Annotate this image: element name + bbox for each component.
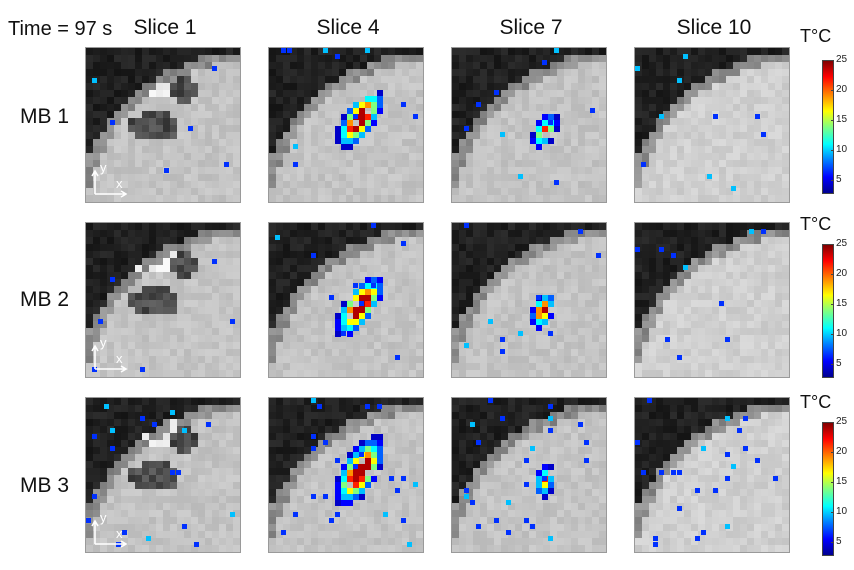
colorbar-tick-mark bbox=[831, 274, 834, 275]
mri-image bbox=[269, 48, 423, 202]
column-header-slice-4: Slice 4 bbox=[316, 16, 380, 39]
colorbar-title: T°C bbox=[800, 214, 832, 234]
colorbar-tick-label: 10 bbox=[836, 328, 848, 339]
mri-image bbox=[452, 48, 606, 202]
colorbar-tick-label: 20 bbox=[836, 446, 848, 457]
colorbar-tick-mark bbox=[831, 512, 834, 513]
row-label-mb1: MB 1 bbox=[20, 105, 70, 128]
axis-x-label: x bbox=[116, 351, 123, 366]
axis-y-label: y bbox=[100, 335, 107, 350]
colorbar-tick-mark bbox=[831, 364, 834, 365]
mri-tile-r3-c4 bbox=[634, 397, 790, 553]
mri-image bbox=[452, 398, 606, 552]
colorbar bbox=[822, 422, 834, 556]
mri-image bbox=[635, 48, 789, 202]
column-header-slice-10: Slice 10 bbox=[676, 16, 752, 39]
colorbar-tick-mark bbox=[831, 482, 834, 483]
colorbar-tick-label: 5 bbox=[836, 536, 842, 547]
colorbar-title: T°C bbox=[800, 26, 832, 46]
colorbar-tick-label: 15 bbox=[836, 298, 848, 309]
row-label-mb2: MB 2 bbox=[20, 288, 70, 311]
colorbar-tick-label: 5 bbox=[836, 174, 842, 185]
axis-x-label: x bbox=[116, 176, 123, 191]
mri-tile-r3-c3 bbox=[451, 397, 607, 553]
colorbar-tick-label: 25 bbox=[836, 54, 848, 65]
mri-tile-r1-c3 bbox=[451, 47, 607, 203]
colorbar-tick-mark bbox=[831, 120, 834, 121]
colorbar-tick-label: 25 bbox=[836, 416, 848, 427]
mri-image bbox=[635, 223, 789, 377]
colorbar-tick-mark bbox=[831, 180, 834, 181]
colorbar-tick-mark bbox=[831, 304, 834, 305]
colorbar-tick-mark bbox=[831, 422, 834, 423]
colorbar-tick-label: 10 bbox=[836, 144, 848, 155]
colorbar-tick-label: 25 bbox=[836, 238, 848, 249]
column-header-slice-1: Slice 1 bbox=[133, 16, 197, 39]
colorbar bbox=[822, 60, 834, 194]
mri-tile-r1-c2 bbox=[268, 47, 424, 203]
colorbar-tick-label: 5 bbox=[836, 358, 842, 369]
colorbar bbox=[822, 244, 834, 378]
column-header-slice-7: Slice 7 bbox=[499, 16, 563, 39]
colorbar-tick-mark bbox=[831, 90, 834, 91]
colorbar-tick-mark bbox=[831, 60, 834, 61]
colorbar-tick-label: 10 bbox=[836, 506, 848, 517]
time-label: Time = 97 s bbox=[8, 18, 113, 40]
colorbar-tick-label: 20 bbox=[836, 268, 848, 279]
colorbar-tick-label: 15 bbox=[836, 114, 848, 125]
colorbar-tick-label: 15 bbox=[836, 476, 848, 487]
mri-image bbox=[269, 223, 423, 377]
mri-image bbox=[86, 48, 240, 202]
mri-image bbox=[452, 223, 606, 377]
axis-y-label: y bbox=[100, 160, 107, 175]
mri-image bbox=[635, 398, 789, 552]
mri-image bbox=[86, 223, 240, 377]
colorbar-tick-mark bbox=[831, 542, 834, 543]
mri-image bbox=[269, 398, 423, 552]
mri-tile-r2-c3 bbox=[451, 222, 607, 378]
colorbar-tick-mark bbox=[831, 150, 834, 151]
colorbar-tick-mark bbox=[831, 334, 834, 335]
colorbar-tick-label: 20 bbox=[836, 84, 848, 95]
mri-tile-r3-c2 bbox=[268, 397, 424, 553]
colorbar-title: T°C bbox=[800, 392, 832, 412]
colorbar-tick-mark bbox=[831, 244, 834, 245]
colorbar-tick-mark bbox=[831, 452, 834, 453]
mri-tile-r2-c2 bbox=[268, 222, 424, 378]
mri-image bbox=[86, 398, 240, 552]
axis-x-label: x bbox=[116, 526, 123, 541]
mri-tile-r2-c4 bbox=[634, 222, 790, 378]
mri-tile-r1-c4 bbox=[634, 47, 790, 203]
axis-y-label: y bbox=[100, 510, 107, 525]
row-label-mb3: MB 3 bbox=[20, 474, 70, 497]
